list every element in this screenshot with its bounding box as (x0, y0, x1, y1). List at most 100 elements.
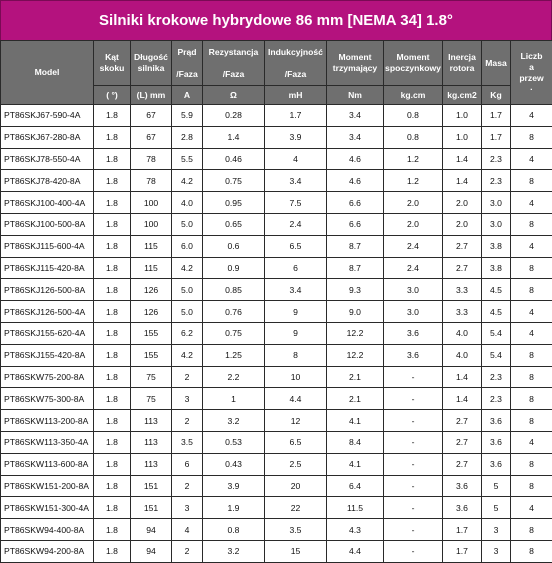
cell-model: PT86SKJ126-500-4A (1, 301, 94, 323)
cell-dlugosc: 115 (131, 235, 172, 257)
cell-moment-trzymajacy: 8.7 (327, 257, 384, 279)
cell-masa: 3.0 (482, 192, 511, 214)
cell-moment-spoczynkowy: 2.4 (384, 235, 443, 257)
cell-liczba-przewodow: 8 (511, 213, 552, 235)
cell-indukcyjnosc: 4.4 (265, 388, 327, 410)
cell-inercja: 2.0 (443, 213, 482, 235)
cell-liczba-przewodow: 8 (511, 453, 552, 475)
cell-model: PT86SKJ78-550-4A (1, 148, 94, 170)
unit-indukcyjnosc: mH (265, 86, 327, 105)
cell-masa: 3 (482, 540, 511, 562)
cell-rezystancja: 3.2 (203, 540, 265, 562)
unit-masa: Kg (482, 86, 511, 105)
cell-model: PT86SKW113-350-4A (1, 431, 94, 453)
header-model: Model (1, 41, 94, 105)
cell-kat: 1.8 (94, 497, 131, 519)
cell-inercja: 1.0 (443, 126, 482, 148)
cell-prad: 3 (172, 497, 203, 519)
cell-prad: 4.2 (172, 170, 203, 192)
cell-moment-spoczynkowy: - (384, 366, 443, 388)
cell-inercja: 3.6 (443, 497, 482, 519)
cell-moment-spoczynkowy: - (384, 540, 443, 562)
cell-moment-spoczynkowy: 0.8 (384, 105, 443, 127)
cell-moment-spoczynkowy: 2.0 (384, 213, 443, 235)
cell-masa: 3 (482, 519, 511, 541)
cell-liczba-przewodow: 4 (511, 322, 552, 344)
cell-liczba-przewodow: 8 (511, 519, 552, 541)
cell-indukcyjnosc: 3.4 (265, 279, 327, 301)
cell-indukcyjnosc: 9 (265, 322, 327, 344)
cell-indukcyjnosc: 3.5 (265, 519, 327, 541)
cell-inercja: 1.4 (443, 388, 482, 410)
cell-dlugosc: 113 (131, 410, 172, 432)
cell-masa: 3.8 (482, 235, 511, 257)
cell-dlugosc: 78 (131, 170, 172, 192)
cell-prad: 2 (172, 410, 203, 432)
cell-model: PT86SKJ67-590-4A (1, 105, 94, 127)
cell-masa: 3.0 (482, 213, 511, 235)
cell-moment-trzymajacy: 2.1 (327, 366, 384, 388)
cell-inercja: 1.0 (443, 105, 482, 127)
cell-model: PT86SKW75-200-8A (1, 366, 94, 388)
cell-indukcyjnosc: 12 (265, 410, 327, 432)
cell-masa: 5 (482, 497, 511, 519)
cell-moment-spoczynkowy: 3.0 (384, 279, 443, 301)
unit-inercja: kg.cm2 (443, 86, 482, 105)
cell-dlugosc: 155 (131, 322, 172, 344)
cell-rezystancja: 0.46 (203, 148, 265, 170)
cell-liczba-przewodow: 4 (511, 431, 552, 453)
cell-prad: 5.0 (172, 301, 203, 323)
cell-model: PT86SKJ67-280-8A (1, 126, 94, 148)
cell-dlugosc: 155 (131, 344, 172, 366)
cell-moment-spoczynkowy: 3.0 (384, 301, 443, 323)
cell-moment-trzymajacy: 6.6 (327, 192, 384, 214)
cell-masa: 2.3 (482, 388, 511, 410)
cell-liczba-przewodow: 8 (511, 410, 552, 432)
cell-rezystancja: 1 (203, 388, 265, 410)
cell-liczba-przewodow: 8 (511, 540, 552, 562)
cell-kat: 1.8 (94, 519, 131, 541)
cell-rezystancja: 0.53 (203, 431, 265, 453)
cell-model: PT86SKJ126-500-8A (1, 279, 94, 301)
cell-rezystancja: 1.25 (203, 344, 265, 366)
cell-kat: 1.8 (94, 279, 131, 301)
cell-moment-spoczynkowy: - (384, 497, 443, 519)
cell-moment-trzymajacy: 4.3 (327, 519, 384, 541)
unit-dlugosc: (L) mm (131, 86, 172, 105)
cell-inercja: 3.3 (443, 279, 482, 301)
cell-rezystancja: 0.43 (203, 453, 265, 475)
cell-moment-trzymajacy: 4.4 (327, 540, 384, 562)
cell-indukcyjnosc: 1.7 (265, 105, 327, 127)
cell-model: PT86SKW151-300-4A (1, 497, 94, 519)
cell-moment-spoczynkowy: 0.8 (384, 126, 443, 148)
cell-kat: 1.8 (94, 453, 131, 475)
cell-dlugosc: 94 (131, 540, 172, 562)
unit-moment-spoczynkowy: kg.cm (384, 86, 443, 105)
cell-dlugosc: 94 (131, 519, 172, 541)
cell-masa: 1.7 (482, 105, 511, 127)
cell-dlugosc: 100 (131, 213, 172, 235)
cell-prad: 6.0 (172, 235, 203, 257)
cell-rezystancja: 0.9 (203, 257, 265, 279)
cell-rezystancja: 3.9 (203, 475, 265, 497)
cell-inercja: 2.0 (443, 192, 482, 214)
cell-inercja: 1.7 (443, 519, 482, 541)
cell-kat: 1.8 (94, 344, 131, 366)
cell-prad: 4.2 (172, 257, 203, 279)
cell-model: PT86SKW113-200-8A (1, 410, 94, 432)
cell-dlugosc: 75 (131, 366, 172, 388)
cell-liczba-przewodow: 4 (511, 148, 552, 170)
cell-moment-trzymajacy: 9.3 (327, 279, 384, 301)
cell-prad: 4.2 (172, 344, 203, 366)
